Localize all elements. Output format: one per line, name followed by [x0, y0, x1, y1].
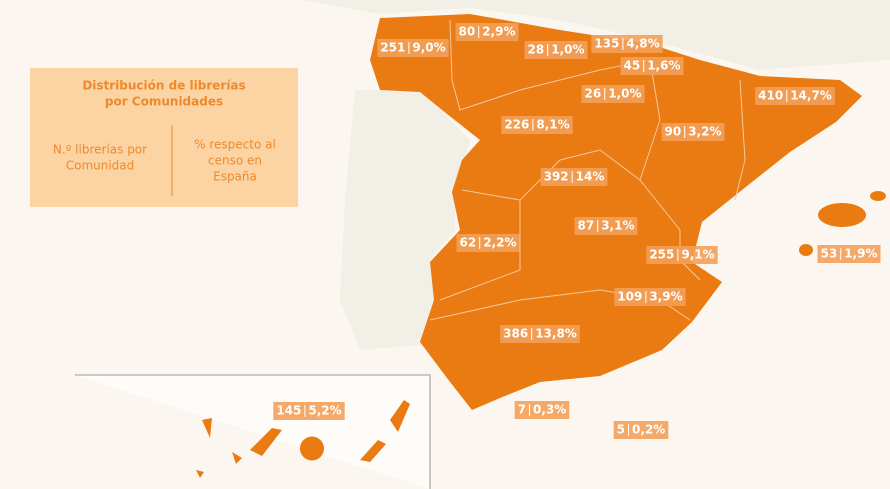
region-label: 386 13,8%: [500, 325, 580, 343]
label-bg: [524, 41, 588, 59]
region-label: 109 3,9%: [614, 288, 686, 306]
region-label: 26 1,0%: [581, 85, 645, 103]
legend-box: [30, 68, 298, 207]
count: 386: [503, 327, 528, 341]
share: 5,2%: [308, 404, 341, 418]
region-label: 87 3,1%: [574, 217, 638, 235]
count: 90: [665, 125, 682, 139]
label-bg: [456, 234, 520, 252]
region-label: 135 4,8%: [591, 35, 663, 53]
portugal: [340, 90, 470, 350]
count: 28: [528, 43, 545, 57]
label-bg: [591, 35, 663, 53]
label-bg: [755, 87, 835, 105]
share: 3,9%: [649, 290, 682, 304]
count: 135: [594, 37, 619, 51]
region-label: 62 2,2%: [456, 234, 520, 252]
count: 410: [758, 89, 783, 103]
legend-left: N.º librerías por: [53, 143, 147, 157]
share: 2,2%: [483, 236, 516, 250]
label-bg: [540, 168, 608, 186]
share: 1,0%: [608, 87, 641, 101]
share: 2,9%: [482, 25, 515, 39]
count: 7: [518, 403, 526, 417]
region-label: 392 14%: [540, 168, 608, 186]
label-bg: [455, 23, 519, 41]
count: 145: [276, 404, 301, 418]
share: 9,0%: [412, 41, 445, 55]
count: 87: [578, 219, 595, 233]
region-label: 226 8,1%: [501, 116, 573, 134]
count: 109: [617, 290, 642, 304]
france: [300, 0, 890, 70]
share: 13,8%: [535, 327, 577, 341]
share: 1,6%: [647, 59, 680, 73]
label-bg: [817, 245, 881, 263]
region-label: 45 1,6%: [620, 57, 684, 75]
legend-title: por Comunidades: [105, 95, 223, 109]
region-label: 90 3,2%: [661, 123, 725, 141]
label-bg: [574, 217, 638, 235]
share: 3,2%: [688, 125, 721, 139]
label-bg: [614, 288, 686, 306]
share: 3,1%: [601, 219, 634, 233]
region-label: 80 2,9%: [455, 23, 519, 41]
region-borders: [429, 19, 746, 321]
count: 62: [460, 236, 477, 250]
share: 1,0%: [551, 43, 584, 57]
share: 8,1%: [536, 118, 569, 132]
menorca: [870, 191, 886, 201]
share: 0,3%: [533, 403, 566, 417]
label-bg: [377, 39, 449, 57]
region-label: 410 14,7%: [755, 87, 835, 105]
count: 5: [617, 423, 625, 437]
region-label: 53 1,9%: [817, 245, 881, 263]
share: 14,7%: [790, 89, 832, 103]
region-label: 255 9,1%: [646, 246, 718, 264]
legend-title: Distribución de librerías: [82, 79, 245, 93]
label-bg: [514, 401, 570, 419]
label-bg: [273, 402, 345, 420]
label-bg: [501, 116, 573, 134]
share: 9,1%: [681, 248, 714, 262]
count: 53: [821, 247, 838, 261]
mallorca: [818, 203, 866, 227]
count: 392: [544, 170, 569, 184]
region-label: 28 1,0%: [524, 41, 588, 59]
count: 226: [504, 118, 529, 132]
count: 45: [624, 59, 641, 73]
label-bg: [661, 123, 725, 141]
legend-right: censo en: [208, 154, 262, 168]
ibiza: [799, 244, 813, 256]
label-bg: [620, 57, 684, 75]
count: 26: [585, 87, 602, 101]
region-label: 251 9,0%: [377, 39, 449, 57]
share: 14%: [576, 170, 605, 184]
label-bg: [500, 325, 580, 343]
legend-right: España: [213, 170, 257, 184]
label-bg: [646, 246, 718, 264]
legend-left: Comunidad: [66, 159, 135, 173]
region-label: 7 0,3%: [514, 401, 570, 419]
spain: [370, 14, 862, 410]
count: 80: [459, 25, 476, 39]
share: 0,2%: [632, 423, 665, 437]
share: 1,9%: [844, 247, 877, 261]
canary-islands: [196, 400, 410, 478]
count: 255: [649, 248, 674, 262]
region-label: 145 5,2%: [273, 402, 345, 420]
label-bg: [581, 85, 645, 103]
label-bg: [613, 421, 669, 439]
region-label: 5 0,2%: [613, 421, 669, 439]
legend-right: % respecto al: [194, 138, 276, 152]
count: 251: [380, 41, 405, 55]
share: 4,8%: [626, 37, 659, 51]
